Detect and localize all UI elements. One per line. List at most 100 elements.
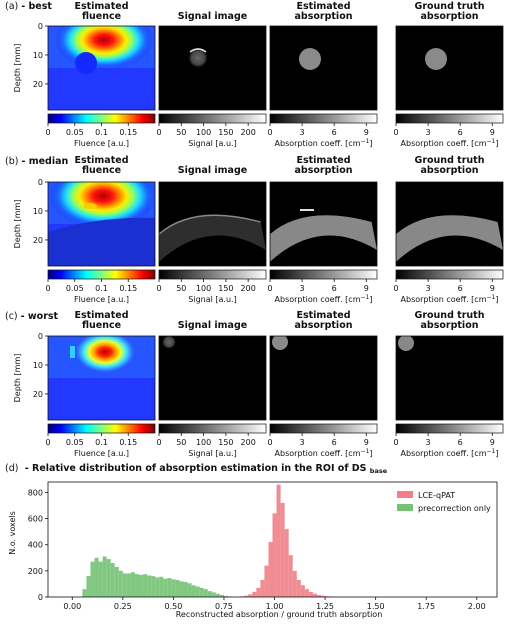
histogram-bar	[179, 581, 184, 597]
panel-frame	[395, 25, 504, 111]
colorbar-tick-label: 0.15	[119, 438, 137, 447]
colorbar: 0 50 100 150 200 Signal [a.u.]	[156, 423, 267, 458]
image-panel-signal	[158, 25, 267, 111]
colorbar-label: Fluence [a.u.]	[74, 139, 129, 148]
panel-frame	[47, 181, 156, 267]
colorbar-tick-label: 100	[196, 438, 211, 447]
colorbar: 0 50 100 150 200 Signal [a.u.]	[156, 269, 267, 304]
histogram-bar	[90, 561, 95, 597]
histogram-bar	[248, 594, 253, 597]
colorbar-tick-label: 0	[393, 284, 398, 293]
histogram-bar	[102, 556, 107, 597]
inclusion	[272, 336, 288, 350]
histogram-title-text: - Relative distribution of absorption es…	[25, 463, 367, 474]
colorbar-tick-label: 0	[267, 128, 272, 137]
y-tick-label: 0	[38, 593, 43, 602]
histogram-bar	[139, 574, 144, 597]
histogram-bar	[256, 587, 261, 597]
y-tick-label: 0	[38, 178, 43, 187]
colorbar-label: Signal [a.u.]	[188, 449, 236, 458]
histogram-title-sub: base	[370, 467, 388, 475]
histogram-bar	[94, 557, 99, 597]
row-tag: (b)	[5, 156, 18, 167]
image-panel-ground-truth	[395, 335, 504, 421]
colorbar: 0 50 100 150 200 Signal [a.u.]	[156, 113, 267, 148]
image-panel-ground-truth	[395, 25, 504, 111]
inclusion	[162, 336, 176, 349]
x-tick-label: 1.25	[316, 602, 334, 611]
colorbar-tick-label: 50	[176, 438, 186, 447]
inclusion	[299, 48, 321, 70]
colorbar-tick-label: 0.05	[66, 284, 84, 293]
histogram-bar	[151, 576, 156, 597]
column-title: Ground truth	[415, 1, 485, 12]
colorbar-tick-label: 0.1	[95, 284, 108, 293]
colorbar-gradient	[158, 113, 267, 124]
image-panel-signal	[158, 335, 267, 421]
colorbar-label: Absorption coeff. [cm−1]	[401, 294, 499, 304]
colorbar-tick-label: 150	[218, 438, 233, 447]
y-axis-label: Depth [mm]	[13, 44, 22, 93]
column-title: Estimated	[74, 1, 128, 12]
colorbar-tick-label: 6	[458, 438, 463, 447]
histogram-bar	[300, 585, 305, 597]
colorbar-tick-label: 0.1	[95, 128, 108, 137]
histogram-tag: (d)	[5, 463, 18, 474]
histogram-bar	[114, 566, 119, 597]
legend: LCE-qPAT precorrection only	[397, 491, 491, 513]
histogram-bar	[159, 576, 164, 597]
y-axis-label: Depth [mm]	[13, 200, 22, 249]
histogram-bar	[272, 513, 277, 597]
colorbar-gradient	[269, 113, 378, 124]
histogram-bar	[118, 570, 123, 597]
colorbar-tick-label: 0.15	[119, 284, 137, 293]
histogram-bar	[203, 589, 208, 597]
histogram-bar	[296, 580, 301, 597]
colorbar-tick-label: 9	[490, 128, 495, 137]
band-artifact	[300, 209, 314, 211]
colorbar-label: Fluence [a.u.]	[74, 295, 129, 304]
histogram-bar	[98, 561, 103, 597]
row-name: - best	[21, 1, 52, 12]
colorbar-tick-label: 0.05	[66, 438, 84, 447]
histogram-bar	[167, 578, 172, 597]
histogram-bar	[183, 581, 188, 597]
x-tick-label: 1.75	[417, 602, 435, 611]
colorbar-gradient	[47, 113, 156, 124]
y-tick-label: 0	[38, 22, 43, 31]
colorbar-tick-label: 200	[241, 284, 256, 293]
y-tick-label: 10	[33, 361, 43, 370]
colorbar: 0 0.05 0.1 0.15 Fluence [a.u.]	[45, 113, 156, 148]
colorbar-gradient	[395, 269, 504, 280]
colorbar-tick-label: 0	[45, 438, 50, 447]
histogram-bar	[260, 580, 265, 597]
histogram-bar	[199, 587, 204, 597]
colorbar-tick-label: 0	[156, 438, 161, 447]
y-axis-label: N.o. voxels	[8, 511, 17, 555]
fluence-artifact	[83, 203, 97, 209]
row-tag: (a)	[5, 1, 18, 12]
histogram-bar	[268, 542, 273, 597]
image-panel-estimated-absorption	[269, 335, 378, 421]
histogram-bar	[171, 579, 176, 597]
y-tick-label: 800	[28, 488, 43, 497]
x-axis-label: Reconstructed absorption / ground truth …	[176, 610, 383, 619]
panel-frame	[395, 335, 504, 421]
colorbar-tick-label: 0.1	[95, 438, 108, 447]
colorbar-tick-label: 0	[267, 284, 272, 293]
row-label: (b) - median	[5, 156, 69, 167]
column-subtitle: fluence	[82, 11, 121, 22]
x-tick-label: 0.50	[164, 602, 182, 611]
histogram-bar	[312, 593, 317, 597]
image-background	[396, 336, 503, 420]
histogram-bar	[316, 595, 322, 597]
y-axis-label: Depth [mm]	[13, 354, 22, 403]
row-name: - worst	[21, 311, 59, 322]
series-precorrection-only	[82, 556, 233, 597]
panel-frame	[269, 335, 378, 421]
legend-swatch	[397, 491, 413, 498]
panel-frame	[158, 181, 267, 267]
